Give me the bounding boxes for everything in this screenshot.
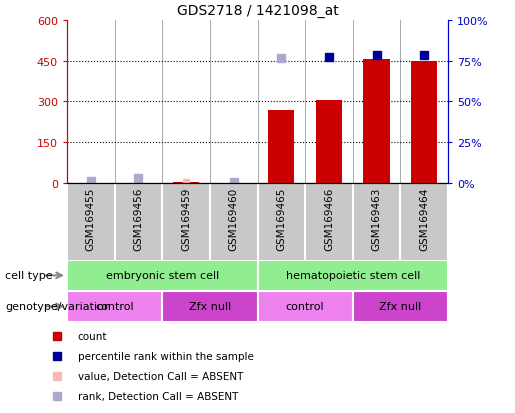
Text: control: control [286, 301, 324, 312]
Text: GSM169464: GSM169464 [419, 188, 429, 251]
Text: value, Detection Call = ABSENT: value, Detection Call = ABSENT [78, 371, 243, 381]
Bar [162, 291, 258, 322]
Bar [353, 291, 448, 322]
Text: GSM169466: GSM169466 [324, 188, 334, 251]
Title: GDS2718 / 1421098_at: GDS2718 / 1421098_at [177, 4, 338, 18]
Text: GSM169455: GSM169455 [86, 188, 96, 251]
Text: rank, Detection Call = ABSENT: rank, Detection Call = ABSENT [78, 391, 238, 401]
Text: genotype/variation: genotype/variation [5, 301, 111, 312]
Text: hematopoietic stem cell: hematopoietic stem cell [286, 271, 420, 281]
Bar [268, 110, 295, 184]
Text: control: control [95, 301, 134, 312]
Text: Zfx null: Zfx null [188, 301, 231, 312]
Text: embryonic stem cell: embryonic stem cell [106, 271, 219, 281]
Bar [364, 60, 390, 184]
Text: GSM169465: GSM169465 [277, 188, 286, 251]
Text: GSM169459: GSM169459 [181, 188, 191, 251]
Bar [67, 291, 162, 322]
Text: count: count [78, 331, 107, 341]
Text: Zfx null: Zfx null [379, 301, 422, 312]
Bar [173, 183, 199, 184]
Bar [258, 260, 448, 291]
Bar [411, 62, 437, 184]
Bar [258, 291, 353, 322]
Text: GSM169463: GSM169463 [372, 188, 382, 251]
Bar [316, 101, 342, 184]
Text: GSM169460: GSM169460 [229, 188, 238, 251]
Text: percentile rank within the sample: percentile rank within the sample [78, 351, 254, 361]
Text: GSM169456: GSM169456 [133, 188, 143, 251]
Bar [67, 260, 258, 291]
Text: cell type: cell type [5, 271, 53, 281]
